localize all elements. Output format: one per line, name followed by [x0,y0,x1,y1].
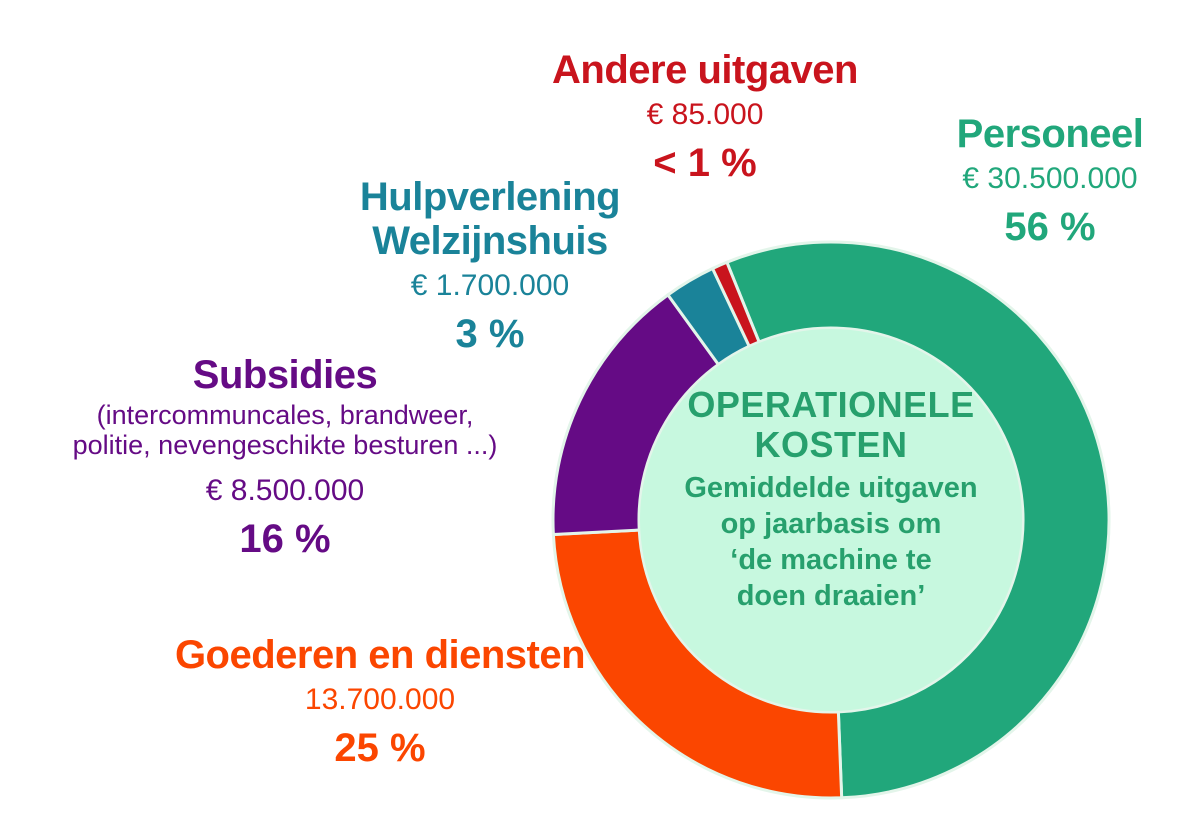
label-goederen-en-diensten: Goederen en diensten 13.700.000 25 % [170,633,590,770]
slice-amount: € 8.500.000 [205,474,365,508]
donut-hole [640,329,1022,711]
slice-name: Subsidies [192,353,378,397]
slice-andere-uitgaven [710,260,762,349]
donut-center-text: OPERATIONELE KOSTEN Gemiddelde uitgaven … [640,384,1022,615]
label-personeel: Personeel € 30.500.000 56 % [905,112,1195,249]
label-hulpverlening: Hulpverlening Welzijnshuis € 1.700.000 3… [340,175,640,356]
slice-amount: € 1.700.000 [410,269,570,302]
slice-percent: 56 % [1004,205,1096,249]
slice-name-line-1: Hulpverlening [359,175,621,219]
center-title-line-1: OPERATIONELE [687,384,975,425]
slice-amount: € 85.000 [646,98,764,131]
center-subtitle-line-3: ‘de machine te [730,544,932,577]
slice-name: Personeel [956,112,1144,156]
slice-amount: 13.700.000 [304,683,456,716]
slice-note-line-2: politie, nevengeschikte besturen ...) [72,429,498,460]
label-andere-uitgaven: Andere uitgaven € 85.000 < 1 % [530,48,880,185]
center-subtitle-line-1: Gemiddelde uitgaven [684,471,978,504]
slice-amount: € 30.500.000 [962,162,1138,195]
slice-goederen-en-diensten [551,528,844,800]
slice-percent: 25 % [334,726,426,770]
label-subsidies: Subsidies (intercommuncales, brandweer, … [20,353,550,561]
slice-personeel [724,240,1111,800]
slice-percent: 3 % [455,312,525,356]
center-title-line-2: KOSTEN [754,424,908,466]
slice-name: Goederen en diensten [174,633,586,677]
slice-percent: < 1 % [653,141,757,185]
slice-percent: 16 % [239,517,331,562]
slice-name: Andere uitgaven [552,48,858,92]
slice-name-line-2: Welzijnshuis [372,219,608,263]
center-subtitle-line-4: doen draaien’ [736,580,926,613]
slice-note-line-1: (intercommuncales, brandweer, [96,400,474,430]
center-subtitle-line-2: op jaarbasis om [720,507,942,540]
